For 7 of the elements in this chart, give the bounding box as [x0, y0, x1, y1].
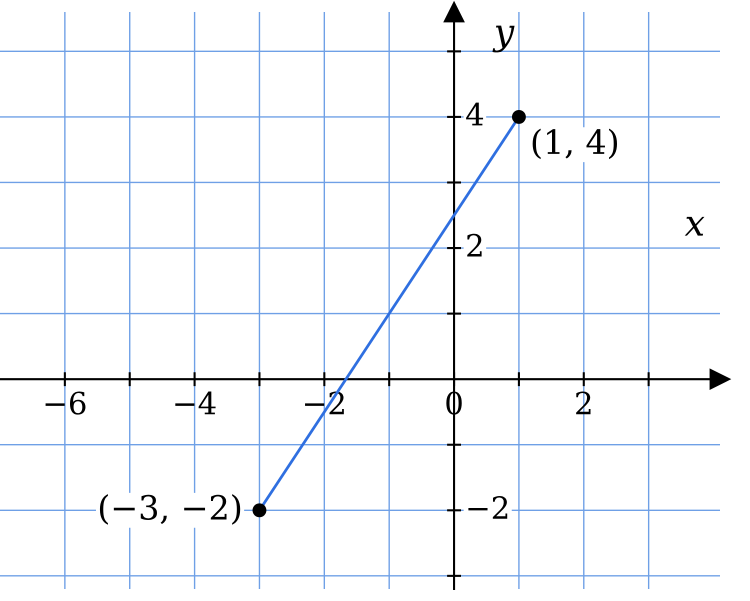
- x-axis-title: x: [684, 216, 704, 236]
- y-tick-label: 2: [467, 234, 482, 256]
- annotation: (−3, −2): [100, 494, 240, 525]
- annotation: (1, 4): [532, 128, 618, 160]
- y-tick-label: −2: [468, 496, 508, 519]
- y-axis-title: y: [492, 26, 515, 52]
- y-tick-label: 4: [466, 102, 484, 126]
